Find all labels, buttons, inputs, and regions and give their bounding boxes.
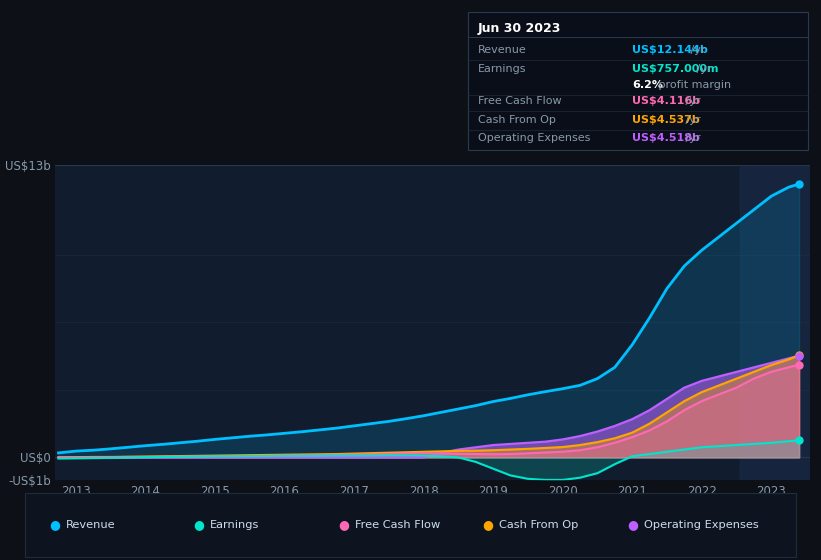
Text: ●: ● xyxy=(194,518,204,531)
Text: profit margin: profit margin xyxy=(655,80,732,90)
Text: US$4.116b: US$4.116b xyxy=(632,96,700,106)
Text: US$4.518b: US$4.518b xyxy=(632,133,700,143)
Text: /yr: /yr xyxy=(682,115,700,125)
Text: Cash From Op: Cash From Op xyxy=(478,115,556,125)
Bar xyxy=(740,165,810,480)
Text: ●: ● xyxy=(338,518,349,531)
Text: Free Cash Flow: Free Cash Flow xyxy=(355,520,440,530)
Text: US$4.537b: US$4.537b xyxy=(632,115,700,125)
Text: Jun 30 2023: Jun 30 2023 xyxy=(478,22,562,35)
Text: Operating Expenses: Operating Expenses xyxy=(478,133,590,143)
Text: Revenue: Revenue xyxy=(66,520,115,530)
Text: US$757.000m: US$757.000m xyxy=(632,64,718,74)
Text: Operating Expenses: Operating Expenses xyxy=(644,520,759,530)
Text: /yr: /yr xyxy=(687,45,706,55)
Text: Cash From Op: Cash From Op xyxy=(499,520,579,530)
Text: Revenue: Revenue xyxy=(478,45,526,55)
Text: Free Cash Flow: Free Cash Flow xyxy=(478,96,562,106)
Text: 6.2%: 6.2% xyxy=(632,80,663,90)
Text: Earnings: Earnings xyxy=(478,64,526,74)
Text: ●: ● xyxy=(49,518,60,531)
Text: US$12.144b: US$12.144b xyxy=(632,45,708,55)
Text: ●: ● xyxy=(627,518,638,531)
Text: /yr: /yr xyxy=(682,133,700,143)
Text: ●: ● xyxy=(483,518,493,531)
Text: /yr: /yr xyxy=(682,96,700,106)
Text: Earnings: Earnings xyxy=(210,520,259,530)
Text: /yr: /yr xyxy=(693,64,711,74)
